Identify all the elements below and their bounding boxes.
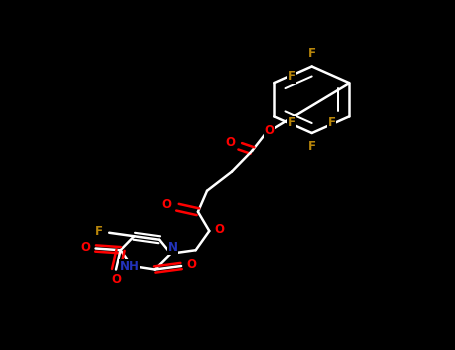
Text: F: F (95, 225, 103, 238)
Text: NH: NH (120, 259, 140, 273)
Text: F: F (328, 116, 336, 129)
Text: O: O (264, 124, 274, 137)
Text: O: O (214, 223, 224, 236)
Text: F: F (288, 116, 296, 129)
Text: O: O (225, 135, 235, 149)
Text: O: O (161, 198, 171, 211)
Text: N: N (168, 241, 178, 254)
Text: O: O (111, 273, 121, 286)
Text: F: F (288, 70, 296, 83)
Text: O: O (186, 258, 196, 272)
Text: F: F (308, 140, 316, 153)
Text: F: F (308, 47, 316, 60)
Text: O: O (81, 241, 91, 254)
